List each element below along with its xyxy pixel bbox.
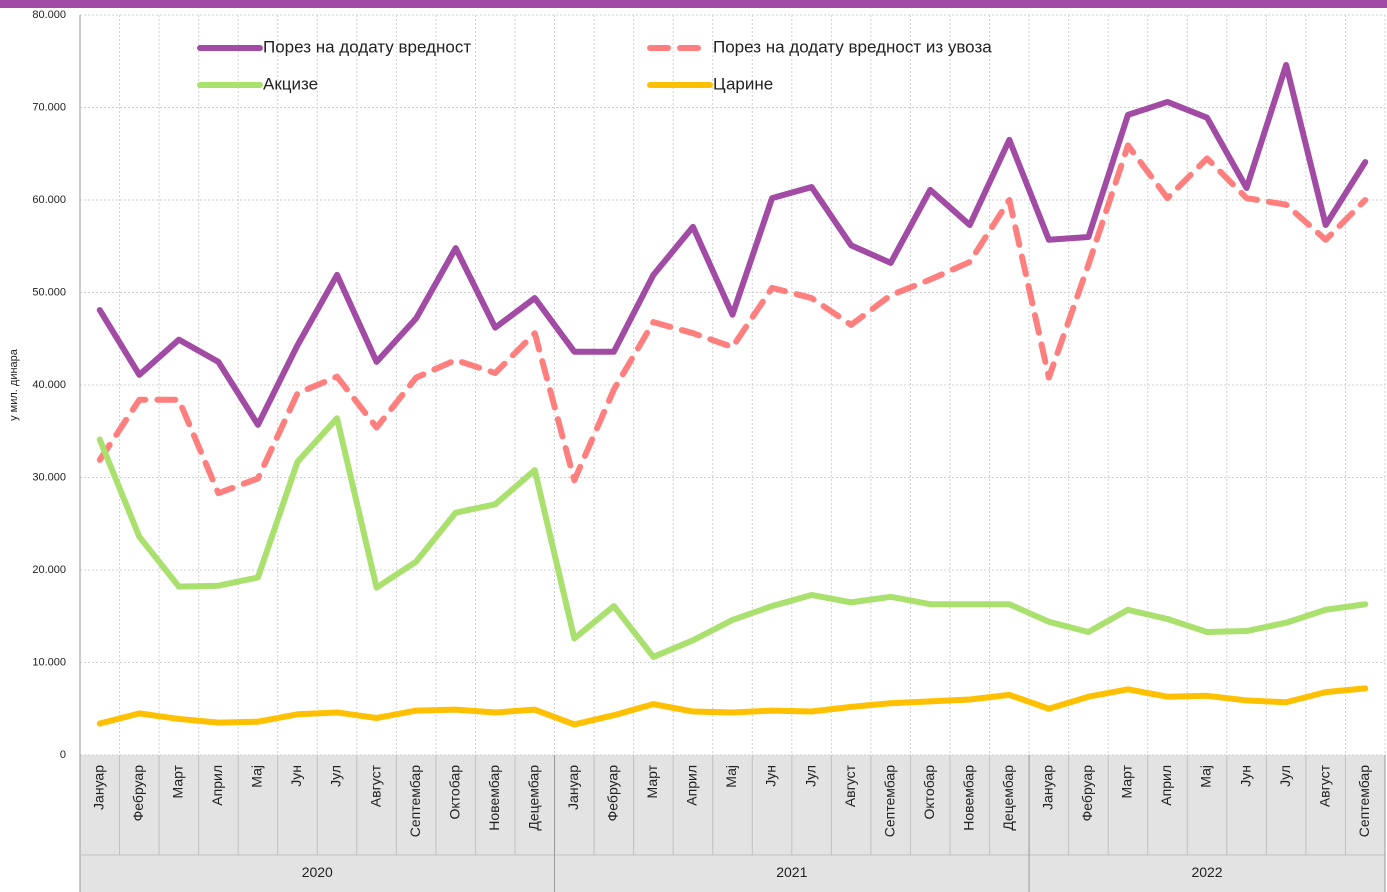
x-tick-label: Јул [1277, 765, 1293, 787]
legend-label: Акцизе [263, 74, 318, 93]
x-tick-label: Август [842, 764, 858, 807]
x-tick-label: Јул [802, 765, 818, 787]
x-tick-label: Јануар [1040, 765, 1056, 810]
y-tick-label: 60.000 [32, 194, 66, 206]
x-tick-label: Април [1158, 765, 1174, 806]
x-tick-label: Јун [1237, 765, 1253, 787]
y-tick-label: 0 [60, 749, 66, 761]
x-tick-label: Мај [1198, 765, 1214, 788]
group-label: 2020 [302, 864, 333, 880]
x-tick-label: Фебруар [130, 765, 146, 822]
x-tick-label: Новембар [960, 765, 976, 831]
x-tick-label: Јануар [565, 765, 581, 810]
series-line [96, 142, 1369, 497]
y-tick-label: 10.000 [32, 656, 66, 668]
legend-label: Царине [713, 74, 773, 93]
x-tick-label: Јул [328, 765, 344, 787]
x-tick-label: Јун [288, 765, 304, 787]
series-line [96, 415, 1369, 660]
x-tick-label: Август [367, 764, 383, 807]
legend-label: Порез на додату вредност из увоза [713, 37, 992, 56]
x-tick-label: Октобар [446, 765, 462, 820]
y-axis-label: у мил. динара [8, 348, 20, 421]
x-tick-label: Септембар [1356, 765, 1372, 837]
x-tick-label: Април [684, 765, 700, 806]
series-line [96, 61, 1369, 428]
y-tick-label: 70.000 [32, 101, 66, 113]
x-tick-label: Септембар [881, 765, 897, 837]
x-tick-label: Јун [763, 765, 779, 787]
x-tick-label: Децембар [1000, 765, 1016, 831]
top-bar [0, 0, 1387, 8]
x-tick-label: Април [209, 765, 225, 806]
y-tick-label: 40.000 [32, 379, 66, 391]
x-tick-label: Јануар [90, 765, 106, 810]
x-tick-label: Септембар [407, 765, 423, 837]
x-tick-label: Март [644, 764, 660, 798]
y-tick-label: 80.000 [32, 9, 66, 21]
group-label: 2021 [776, 864, 807, 880]
x-tick-label: Новембар [486, 765, 502, 831]
x-tick-label: Фебруар [1079, 765, 1095, 822]
x-tick-label: Март [170, 764, 186, 798]
y-tick-label: 20.000 [32, 564, 66, 576]
x-tick-label: Октобар [921, 765, 937, 820]
x-tick-label: Фебруар [605, 765, 621, 822]
x-tick-label: Август [1316, 764, 1332, 807]
legend-label: Порез на додату вредност [263, 37, 471, 56]
group-label: 2022 [1191, 864, 1222, 880]
y-tick-label: 30.000 [32, 471, 66, 483]
x-tick-label: Мај [249, 765, 265, 788]
y-tick-label: 50.000 [32, 286, 66, 298]
x-tick-label: Мај [723, 765, 739, 788]
x-tick-label: Март [1119, 764, 1135, 798]
series-line [96, 685, 1369, 728]
x-axis-area [80, 755, 1385, 892]
x-tick-label: Децембар [525, 765, 541, 831]
